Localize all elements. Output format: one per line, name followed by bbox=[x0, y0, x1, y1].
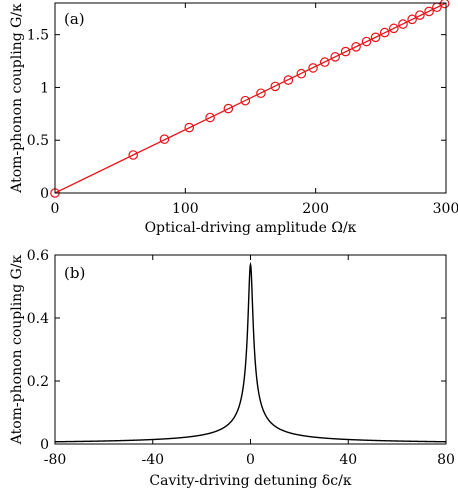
chart-b-y-tick-label: 0.2 bbox=[27, 374, 49, 390]
chart-a-data-point bbox=[159, 134, 170, 144]
chart-a-data-point bbox=[240, 95, 251, 106]
chart-a-data-point bbox=[424, 6, 434, 17]
chart-a-data-point bbox=[296, 68, 307, 79]
chart-b-y-tick-label: 0 bbox=[40, 437, 49, 453]
chart-a-data-point bbox=[223, 103, 234, 114]
chart-a-data-point bbox=[389, 23, 399, 34]
chart-a-panel-label: (a) bbox=[64, 10, 85, 28]
chart-a-y-tick-label: 1.5 bbox=[27, 28, 49, 44]
chart-a-data-point bbox=[256, 88, 266, 99]
chart-a-x-tick-label: 200 bbox=[302, 201, 329, 217]
chart-a-y-tick-label: 0 bbox=[40, 186, 49, 202]
chart-b-x-tick-label: 80 bbox=[437, 452, 455, 468]
chart-a-y-tick-label: 1 bbox=[40, 80, 49, 96]
chart-b-frame bbox=[54, 254, 447, 445]
chart-a-data-point bbox=[330, 52, 341, 62]
chart-a-y-axis-label: Atom-phonon coupling G/κ bbox=[9, 3, 25, 194]
chart-a-x-axis-label: Optical-driving amplitude Ω/κ bbox=[145, 220, 357, 236]
chart-a-data-point bbox=[361, 36, 372, 47]
chart-b-x-axis-label: Cavity-driving detuning δc/κ bbox=[149, 473, 351, 489]
chart-b-x-tick-label: -80 bbox=[44, 452, 67, 468]
chart-a-data-point bbox=[308, 63, 318, 73]
chart-b-x-tick-label: 0 bbox=[246, 452, 255, 468]
chart-b-panel-label: (b) bbox=[64, 264, 85, 282]
chart-a-data-point bbox=[270, 81, 281, 92]
chart-a-data-point bbox=[379, 27, 390, 38]
chart-b-x-tick-label: -40 bbox=[141, 452, 164, 468]
chart-a-x-tick-label: 100 bbox=[172, 201, 199, 217]
chart-b-y-tick-label: 0.6 bbox=[27, 248, 49, 264]
chart-b-y-tick-label: 0.4 bbox=[27, 311, 49, 327]
chart-a-data-point bbox=[398, 19, 408, 29]
chart-a-data-point bbox=[351, 42, 361, 52]
chart-a-series-line bbox=[55, 3, 446, 193]
chart-b-series-line bbox=[55, 261, 446, 443]
chart-a-frame bbox=[54, 2, 447, 194]
chart-a-data-point bbox=[370, 32, 381, 43]
chart-b-x-tick-label: 40 bbox=[339, 452, 357, 468]
chart-a: 0 100 200 300 0 0.5 1 1.5 (a) Optical-driving a… bbox=[9, 0, 458, 236]
chart-a-data-point bbox=[319, 57, 330, 67]
chart-a-y-tick-label: 0.5 bbox=[27, 133, 49, 149]
chart-a-x-tick-label: 0 bbox=[51, 201, 60, 217]
chart-a-data-point bbox=[184, 122, 195, 133]
chart-a-x-tick-label: 300 bbox=[433, 201, 458, 217]
chart-b: -80 -40 0 40 80 0 0.2 0.4 0.6 (b) Cavity-driving… bbox=[9, 248, 455, 489]
chart-b-y-axis-label: Atom-phonon coupling G/κ bbox=[9, 254, 25, 445]
chart-a-data-point bbox=[415, 10, 425, 20]
chart-a-data-point bbox=[128, 150, 138, 160]
chart-a-data-point bbox=[283, 75, 294, 85]
chart-a-data-point bbox=[439, 0, 450, 9]
chart-a-data-point bbox=[407, 14, 417, 25]
chart-a-data-point bbox=[205, 112, 215, 123]
chart-a-data-point bbox=[340, 46, 351, 57]
